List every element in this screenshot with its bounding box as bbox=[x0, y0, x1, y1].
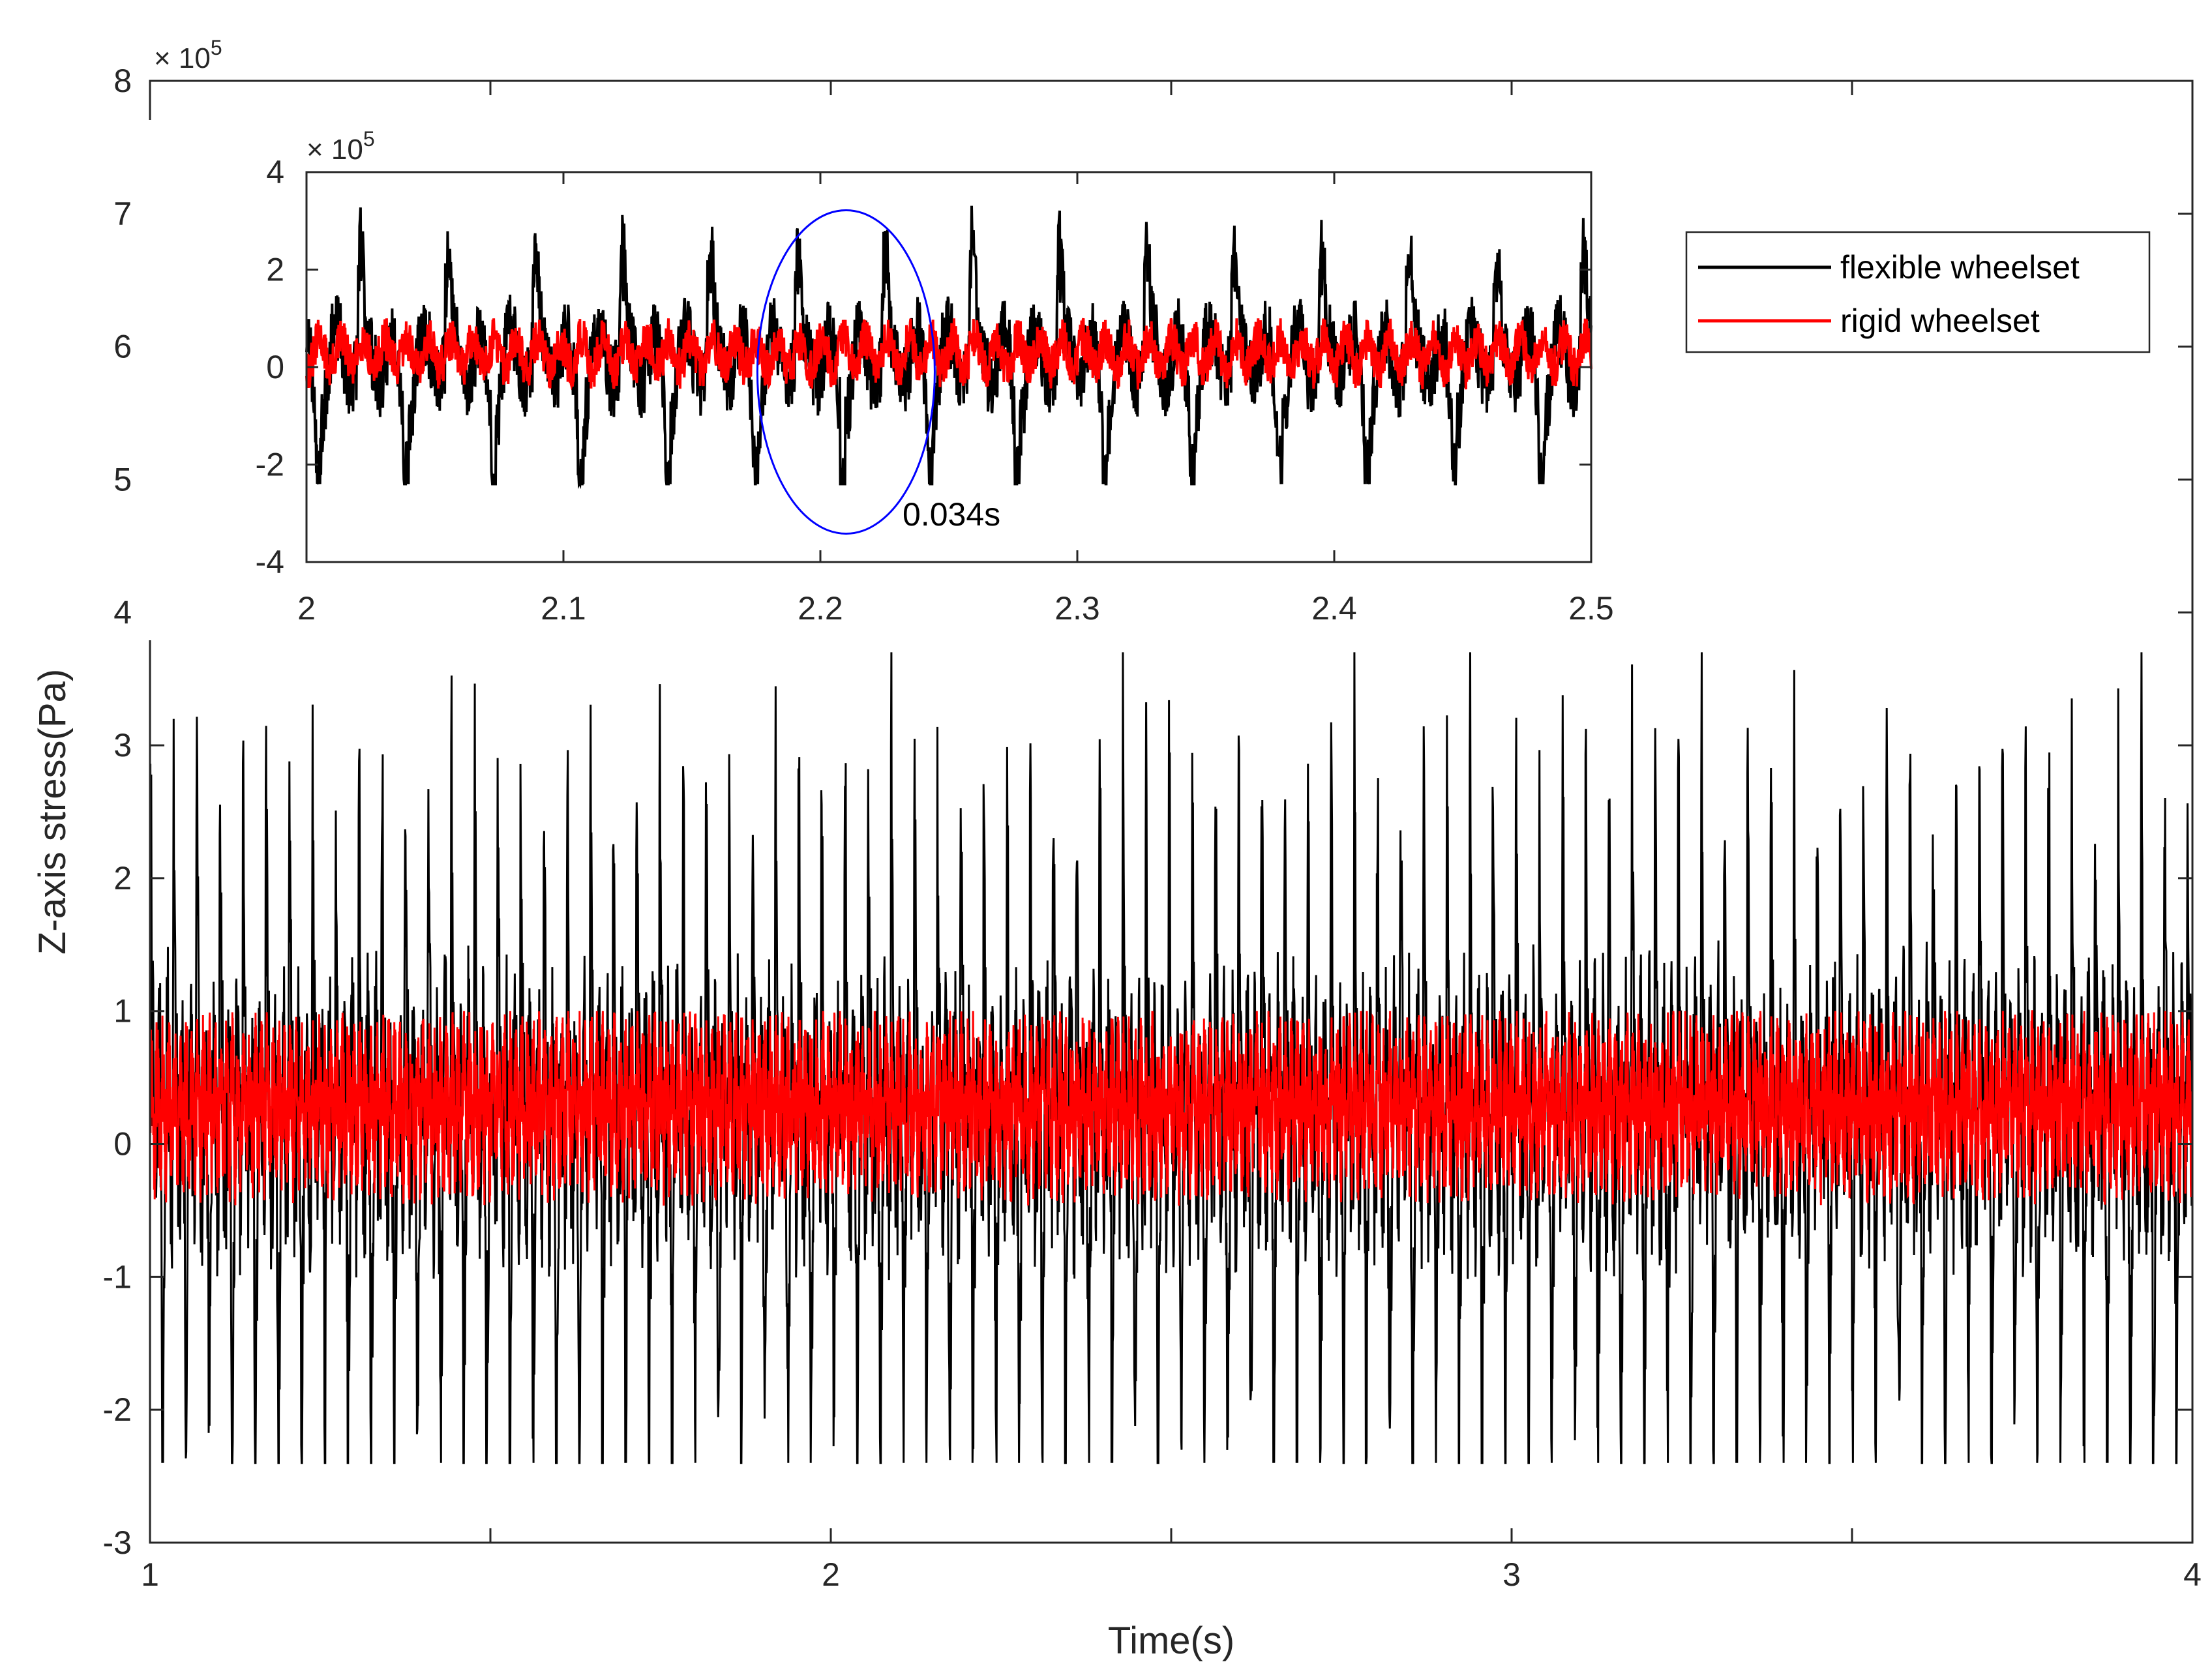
inset-y-tick-label: 4 bbox=[266, 154, 284, 190]
main-series-rigid-wheelset bbox=[149, 1010, 2194, 1206]
inset-x-tick-label: 2.5 bbox=[1568, 590, 1614, 627]
inset-x-ticks: 2 2.1 2.2 2.3 2.4 2.5 bbox=[297, 172, 1614, 627]
main-y-tick-label: 4 bbox=[113, 594, 132, 630]
inset-plot: 0.034s 2 2.1 2.2 2.3 2.4 2.5 -4 -2 0 2 4 × 105 bbox=[143, 120, 1614, 640]
inset-annotation-text: 0.034s bbox=[903, 496, 1000, 533]
inset-x-tick-label: 2.1 bbox=[541, 590, 586, 627]
main-y-tick-label: 6 bbox=[113, 329, 132, 365]
inset-y-tick-label: 2 bbox=[266, 252, 284, 288]
main-y-tick-label: 7 bbox=[113, 196, 132, 232]
main-plot: 1 2 3 4 -3 -2 -1 0 1 2 3 4 5 6 7 8 × 105 Time(s) Z-axi… bbox=[31, 36, 2202, 1662]
main-y-tick-label: 2 bbox=[113, 860, 132, 897]
inset-y-tick-label: -4 bbox=[256, 544, 284, 580]
inset-highlight-ellipse bbox=[756, 209, 936, 535]
main-y-tick-label: -1 bbox=[103, 1258, 132, 1295]
main-y-tick-label: 0 bbox=[113, 1126, 132, 1163]
inset-y-ticks: -4 -2 0 2 4 bbox=[256, 154, 1591, 580]
main-y-tick-label: 1 bbox=[113, 993, 132, 1030]
main-y-tick-label: 5 bbox=[113, 461, 132, 497]
main-x-tick-label: 4 bbox=[2183, 1556, 2202, 1593]
main-y-tick-label: 8 bbox=[113, 63, 132, 99]
legend-box bbox=[1685, 231, 2151, 353]
x-axis-label: Time(s) bbox=[1108, 1620, 1234, 1662]
main-y-multiplier: × 105 bbox=[154, 36, 222, 74]
y-axis-label: Z-axis stress(Pa) bbox=[31, 669, 74, 955]
legend: flexible wheelset rigid wheelset bbox=[1685, 231, 2151, 353]
inset-x-tick-label: 2 bbox=[297, 590, 316, 627]
inset-x-tick-label: 2.4 bbox=[1311, 590, 1357, 627]
main-x-tick-label: 2 bbox=[822, 1556, 840, 1593]
inset-x-tick-label: 2.2 bbox=[798, 590, 843, 627]
main-line-rigid-wheelset bbox=[149, 1010, 2194, 1206]
inset-line-rigid-wheelset bbox=[305, 318, 1592, 391]
inset-y-tick-label: 0 bbox=[266, 349, 284, 385]
inset-y-multiplier: × 105 bbox=[306, 127, 375, 166]
inset-x-tick-label: 2.3 bbox=[1054, 590, 1100, 627]
main-y-tick-label: 3 bbox=[113, 727, 132, 763]
legend-label-rigid-wheelset: rigid wheelset bbox=[1840, 303, 2040, 339]
main-x-tick-label: 1 bbox=[141, 1556, 159, 1593]
main-x-ticks: 1 2 3 4 bbox=[141, 81, 2202, 1593]
main-y-tick-label: -2 bbox=[103, 1391, 132, 1428]
main-y-tick-label: -3 bbox=[103, 1524, 132, 1561]
inset-y-tick-label: -2 bbox=[256, 447, 284, 483]
legend-label-flexible-wheelset: flexible wheelset bbox=[1840, 249, 2080, 286]
main-x-tick-label: 3 bbox=[1502, 1556, 1521, 1593]
inset-series-rigid-wheelset bbox=[305, 318, 1592, 391]
